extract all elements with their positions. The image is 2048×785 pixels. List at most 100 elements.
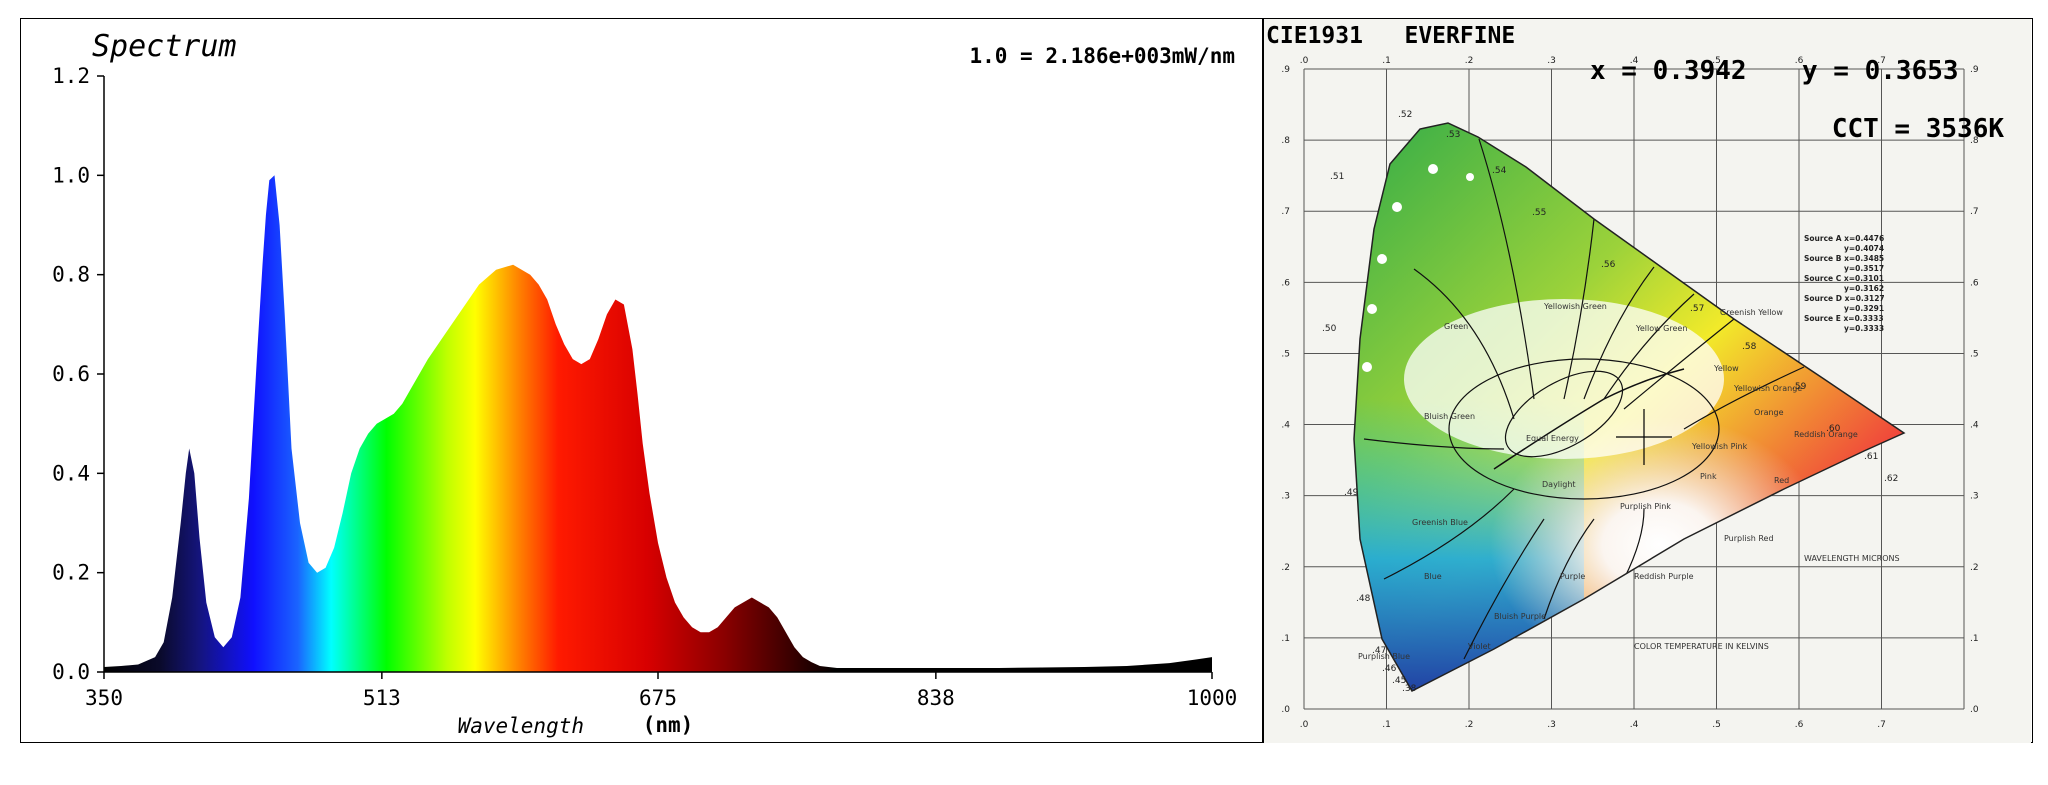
svg-text:.50: .50 xyxy=(1322,324,1337,334)
cie-axis-ticks: .0 .0 .1 .1 .2 .2 .3 .3 .4 .4 .5 .5 .6 .6 .7 .7 .0 .0 .1 .1… xyxy=(1281,56,1978,730)
svg-text:Reddish Purple: Reddish Purple xyxy=(1634,572,1694,581)
cie-y-tick-left: .8 xyxy=(1281,136,1290,146)
planckian-locus xyxy=(1493,368,1685,470)
svg-text:Blue: Blue xyxy=(1424,572,1442,581)
svg-text:Red: Red xyxy=(1774,476,1789,485)
x-tick-label: 350 xyxy=(85,686,123,710)
svg-text:Purplish Blue: Purplish Blue xyxy=(1358,652,1410,661)
y-tick-label: 0.2 xyxy=(52,561,90,585)
source-legend-line: y=0.3517 xyxy=(1844,264,1884,273)
y-tick-label: 0.4 xyxy=(52,461,90,485)
x-tick-label: 513 xyxy=(363,686,401,710)
cie-x-tick-top: .6 xyxy=(1795,56,1804,66)
svg-text:Yellowish Green: Yellowish Green xyxy=(1543,302,1607,311)
y-tick-label: 0.6 xyxy=(52,362,90,386)
svg-text:.56: .56 xyxy=(1601,260,1616,270)
cie-x-tick-top: .4 xyxy=(1630,56,1639,66)
cie-y-tick-left: .4 xyxy=(1281,421,1290,431)
cie-x-tick-bottom: .2 xyxy=(1465,720,1474,730)
chart-frame xyxy=(20,18,2033,743)
svg-text:COLOR TEMPERATURE IN KELVINS: COLOR TEMPERATURE IN KELVINS xyxy=(1634,642,1769,651)
spectrum-chart: Spectrum 1.0 = 2.186e+003mW/nm 0.0 0.2 0.4… xyxy=(52,29,1237,738)
svg-text:Reddish Orange: Reddish Orange xyxy=(1794,430,1858,439)
cie1931-diagram: .52 .53 .54 .55 .56 .57 .58 .59 .60 .61 … xyxy=(1264,19,2031,743)
svg-text:.47: .47 xyxy=(1372,646,1386,656)
svg-text:Purplish Pink: Purplish Pink xyxy=(1620,502,1671,511)
svg-text:Yellowish Pink: Yellowish Pink xyxy=(1691,442,1748,451)
cie-title: CIE1931 EVERFINE xyxy=(1266,23,1515,49)
svg-text:.59: .59 xyxy=(1792,382,1807,392)
cie-y-tick-right: .8 xyxy=(1970,136,1979,146)
source-legend-line: Source A x=0.4476 xyxy=(1804,234,1884,243)
svg-text:.53: .53 xyxy=(1446,130,1460,140)
measured-point-crosshair xyxy=(1616,409,1672,465)
svg-text:WAVELENGTH MICRONS: WAVELENGTH MICRONS xyxy=(1804,554,1900,563)
svg-text:Greenish Blue: Greenish Blue xyxy=(1412,518,1468,527)
cie-y-tick-left: .0 xyxy=(1281,705,1290,715)
cie-x-tick-bottom: .0 xyxy=(1300,720,1309,730)
cie-y-tick-left: .9 xyxy=(1281,65,1290,75)
svg-text:Bluish Purple: Bluish Purple xyxy=(1494,612,1546,621)
cie-y-tick-right: .9 xyxy=(1970,65,1979,75)
svg-text:.48: .48 xyxy=(1356,594,1371,604)
svg-text:Purple: Purple xyxy=(1560,572,1585,581)
cie-x-tick-top: .7 xyxy=(1877,56,1886,66)
x-tick-label: 675 xyxy=(639,686,677,710)
cie-y-tick-right: .4 xyxy=(1970,421,1979,431)
svg-text:.52: .52 xyxy=(1398,110,1412,120)
source-legend-line: y=0.3291 xyxy=(1844,304,1884,313)
svg-text:Equal Energy: Equal Energy xyxy=(1526,434,1579,443)
cie-result-x: x = 0.3942 xyxy=(1590,56,1747,86)
svg-text:.61: .61 xyxy=(1864,452,1878,462)
svg-text:.60: .60 xyxy=(1826,424,1841,434)
spectrum-area xyxy=(104,175,1212,673)
spectrum-plot-area xyxy=(104,175,1212,673)
svg-text:.49: .49 xyxy=(1344,488,1359,498)
svg-text:.55: .55 xyxy=(1532,208,1546,218)
cie-x-tick-bottom: .5 xyxy=(1712,720,1721,730)
svg-text:Violet: Violet xyxy=(1468,642,1491,651)
x-axis-ticks: 350 513 675 838 1000 xyxy=(85,672,1237,710)
y-tick-label: 1.2 xyxy=(52,64,90,88)
x-axis-unit: (nm) xyxy=(643,713,694,737)
source-legend-line: y=0.4074 xyxy=(1844,244,1884,253)
cie-x-tick-bottom: .4 xyxy=(1630,720,1639,730)
y-tick-label: 1.0 xyxy=(52,163,90,187)
x-axis-label: Wavelength xyxy=(458,714,584,738)
cie-y-tick-left: .6 xyxy=(1281,278,1290,288)
svg-text:Daylight: Daylight xyxy=(1542,480,1576,489)
source-legend-line: y=0.3333 xyxy=(1844,324,1884,333)
cie-y-tick-right: .7 xyxy=(1970,207,1979,217)
source-legend-line: Source D x=0.3127 xyxy=(1804,294,1885,303)
cie-x-tick-bottom: .6 xyxy=(1795,720,1804,730)
source-legend-line: y=0.3162 xyxy=(1844,284,1884,293)
cie-y-tick-left: .5 xyxy=(1281,349,1290,359)
svg-text:Yellowish Orange: Yellowish Orange xyxy=(1733,384,1802,393)
svg-text:.46: .46 xyxy=(1382,664,1397,674)
svg-text:Orange: Orange xyxy=(1754,408,1784,417)
cie-x-tick-top: .0 xyxy=(1300,56,1309,66)
locus-dots xyxy=(1362,164,1474,372)
panel-divider xyxy=(1262,18,1264,743)
cie-x-tick-top: .1 xyxy=(1382,56,1391,66)
wavelength-labels: .52 .53 .54 .55 .56 .57 .58 .59 .60 .61 … xyxy=(1322,110,1898,694)
source-legend-line: Source B x=0.3485 xyxy=(1804,254,1884,263)
cie-x-tick-bottom: .7 xyxy=(1877,720,1886,730)
svg-text:Greenish Yellow: Greenish Yellow xyxy=(1720,308,1783,317)
svg-text:.58: .58 xyxy=(1742,342,1757,352)
cie-y-tick-left: .2 xyxy=(1281,563,1290,573)
cie-y-tick-right: .6 xyxy=(1970,278,1979,288)
spectrum-scale-annotation: 1.0 = 2.186e+003mW/nm xyxy=(969,44,1235,68)
cie-y-tick-right: .1 xyxy=(1970,634,1979,644)
y-axis-ticks: 0.0 0.2 0.4 0.6 0.8 1.0 1.2 xyxy=(52,64,104,684)
svg-text:Yellow Green: Yellow Green xyxy=(1635,324,1687,333)
cie-y-tick-left: .3 xyxy=(1281,492,1290,502)
cie-x-tick-bottom: .1 xyxy=(1382,720,1391,730)
cie-y-tick-left: .7 xyxy=(1281,207,1290,217)
cie-y-tick-right: .2 xyxy=(1970,563,1979,573)
cie-y-tick-right: .3 xyxy=(1970,492,1979,502)
spectral-locus-outline xyxy=(1353,122,1906,692)
source-legend-line: Source E x=0.3333 xyxy=(1804,314,1884,323)
cie-x-tick-top: .5 xyxy=(1712,56,1721,66)
